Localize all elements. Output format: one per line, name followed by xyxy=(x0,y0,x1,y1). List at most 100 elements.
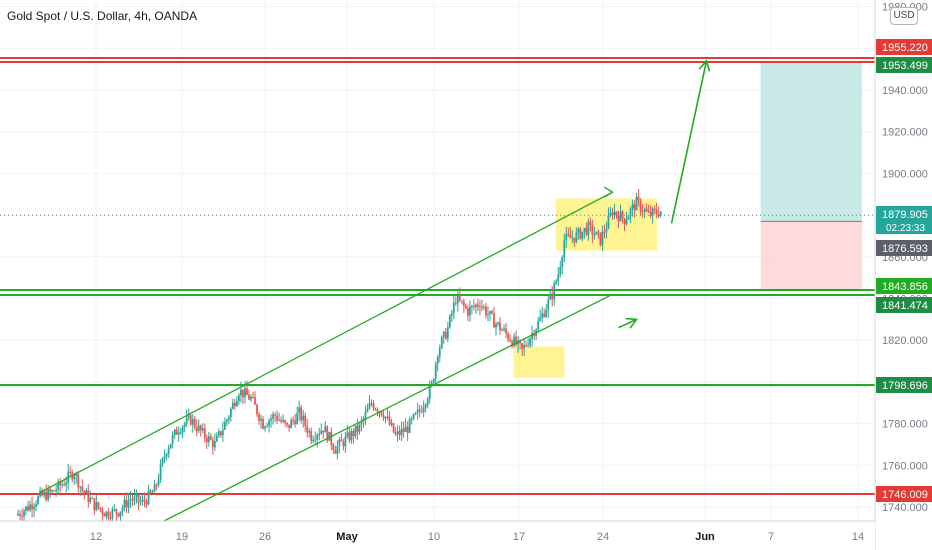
candle-body xyxy=(619,211,622,222)
level-tag-label: 1953.499 xyxy=(882,60,928,72)
candle-body xyxy=(256,404,258,415)
candle-body xyxy=(394,432,397,435)
candle-body xyxy=(227,416,230,420)
candle-body xyxy=(193,419,196,428)
time-tick-label: Jun xyxy=(695,531,715,543)
candle-body xyxy=(133,496,136,501)
candle-body xyxy=(29,504,31,511)
candle-body xyxy=(197,425,200,431)
candle-body xyxy=(388,416,391,425)
candle-body xyxy=(89,498,92,502)
candle-body xyxy=(123,499,126,508)
candle-body xyxy=(139,501,142,503)
candle-body xyxy=(354,425,357,437)
candle-body xyxy=(623,218,626,225)
candle-body xyxy=(290,420,293,429)
candle-body xyxy=(209,436,212,440)
candle-body xyxy=(527,345,530,347)
candle-body xyxy=(475,304,477,307)
candle-body xyxy=(45,491,48,500)
candle-body xyxy=(31,504,33,510)
channel-lower-line[interactable] xyxy=(154,293,613,527)
candle-body xyxy=(292,420,295,422)
candle-body xyxy=(181,426,184,433)
candle-body xyxy=(473,305,475,307)
candle-body xyxy=(633,204,636,211)
candle-body xyxy=(541,313,544,318)
level-tag xyxy=(876,377,932,393)
candle-body xyxy=(617,215,620,222)
time-tick-label: 24 xyxy=(597,531,609,543)
candle-body xyxy=(384,416,387,419)
candle-body xyxy=(547,299,550,310)
candle-body xyxy=(392,423,395,433)
candle-body xyxy=(51,490,54,492)
candle-body xyxy=(159,464,162,480)
highlight-box[interactable] xyxy=(513,346,565,378)
time-axis-bg xyxy=(0,521,875,550)
candle-body xyxy=(491,311,493,314)
candle-body xyxy=(268,420,270,426)
candle-body xyxy=(551,293,554,300)
candle-body xyxy=(286,422,289,425)
candle-body xyxy=(103,513,106,517)
channel-upper-line[interactable] xyxy=(39,191,613,493)
candle-body xyxy=(579,228,582,239)
candle-body xyxy=(63,484,66,486)
trend-arrow[interactable] xyxy=(670,60,708,224)
candle-body xyxy=(183,423,186,427)
candle-body xyxy=(19,514,21,516)
candle-body xyxy=(238,395,240,402)
candle-body xyxy=(155,484,158,486)
candle-body xyxy=(655,209,658,214)
candle-body xyxy=(270,418,272,421)
price-tick-label: 1740.000 xyxy=(882,502,928,514)
candle-body xyxy=(260,419,262,421)
candle-body xyxy=(338,439,341,447)
drawings-layer[interactable] xyxy=(39,59,711,527)
candle-body xyxy=(127,500,130,508)
candle-body xyxy=(17,514,19,516)
candle-body xyxy=(69,471,72,473)
price-axis[interactable]: 1740.0001760.0001780.0001800.0001820.000… xyxy=(874,0,932,550)
candle-body xyxy=(191,419,194,425)
candle-body xyxy=(177,432,180,435)
candle-body xyxy=(591,224,594,235)
candle-body xyxy=(545,309,548,317)
trend-arrow[interactable] xyxy=(618,318,637,329)
candle-body xyxy=(59,481,62,486)
candle-body xyxy=(167,448,170,454)
candle-body xyxy=(485,306,487,316)
candle-body xyxy=(458,295,461,301)
candle-body xyxy=(97,502,100,508)
candle-body xyxy=(163,456,166,459)
candle-body xyxy=(396,431,399,435)
candle-body xyxy=(507,333,509,340)
candle-body xyxy=(47,488,50,500)
candle-body xyxy=(95,502,98,511)
candle-body xyxy=(77,473,80,488)
currency-button[interactable]: USD xyxy=(890,7,918,25)
time-axis[interactable]: 12 19 26 May 10 17 24 Jun 7 14 xyxy=(0,520,875,550)
candle-body xyxy=(565,233,568,241)
candle-body xyxy=(573,237,576,242)
candle-body xyxy=(27,506,29,511)
candle-body xyxy=(503,328,505,330)
candle-body xyxy=(424,404,427,408)
target-zone[interactable] xyxy=(760,61,862,222)
candle-body xyxy=(236,401,238,407)
candle-body xyxy=(161,458,164,465)
candle-body xyxy=(272,414,274,419)
candle-body xyxy=(356,425,359,432)
candle-body xyxy=(649,211,652,216)
candle-body xyxy=(653,208,656,210)
price-tick-label: 1940.000 xyxy=(882,85,928,97)
stop-zone[interactable] xyxy=(760,221,862,291)
candle-body xyxy=(555,280,558,284)
candle-body xyxy=(342,441,345,447)
current-price-tag xyxy=(876,206,932,234)
candle-body xyxy=(561,257,564,267)
candle-body xyxy=(569,234,572,238)
candle-body xyxy=(553,283,556,300)
